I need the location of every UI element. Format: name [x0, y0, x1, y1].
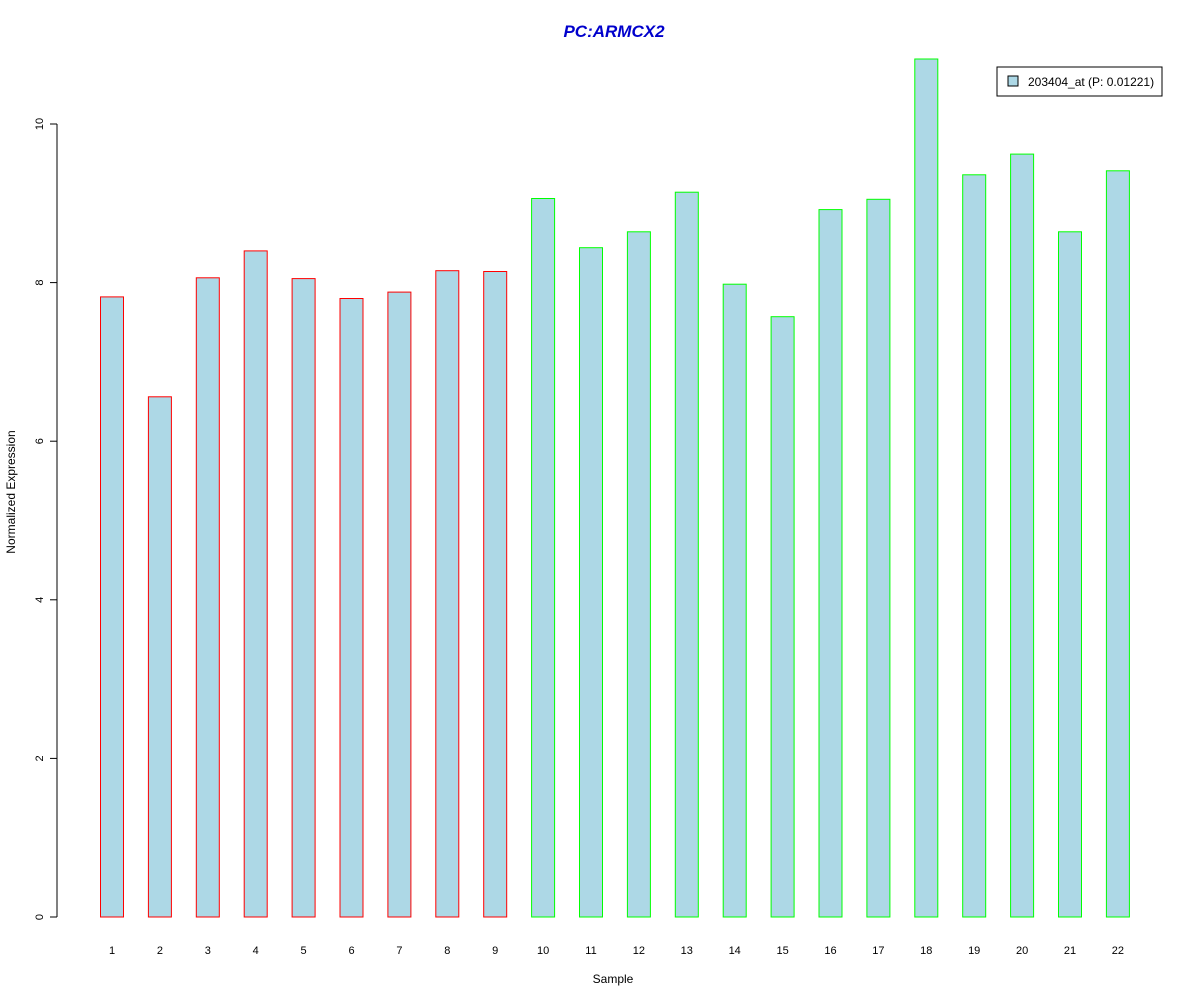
bar-sample-16: [818, 209, 843, 918]
bar-sample-3: [195, 277, 220, 918]
x-tick-label: 22: [1112, 945, 1124, 957]
y-axis-label: Normalized Expression: [4, 430, 18, 553]
bar-sample-21: [1058, 231, 1082, 918]
bar-sample-22: [1105, 170, 1130, 918]
x-tick-label: 8: [444, 945, 450, 957]
y-axis: 0 2 4 6 8 10: [34, 118, 58, 920]
bar-sample-15: [770, 316, 795, 918]
bar-sample-11: [579, 247, 603, 918]
x-tick-label: 20: [1016, 945, 1028, 957]
legend-label: 203404_at (P: 0.01221): [1028, 75, 1154, 89]
y-tick-label: 4: [34, 597, 46, 603]
bars-group: [100, 58, 1130, 918]
y-tick-label: 6: [34, 438, 46, 444]
bar-sample-20: [1010, 153, 1035, 918]
x-tick-label: 7: [396, 945, 402, 957]
x-tick-label: 9: [492, 945, 498, 957]
bar-sample-14: [722, 283, 747, 918]
bar-sample-5: [291, 278, 316, 918]
x-tick-label: 6: [348, 945, 354, 957]
legend-box: [996, 66, 1163, 97]
x-tick-label: 3: [205, 945, 211, 957]
bar-sample-2: [147, 396, 172, 918]
legend: 203404_at (P: 0.01221): [996, 66, 1163, 97]
y-tick-label: 8: [34, 280, 46, 286]
bar-sample-6: [339, 298, 364, 918]
x-tick-label: 18: [920, 945, 932, 957]
x-tick-label: 19: [968, 945, 980, 957]
y-tick-label: 10: [34, 118, 46, 130]
x-tick-label: 1: [109, 945, 115, 957]
y-tick-label: 2: [34, 755, 46, 761]
bar-sample-7: [387, 291, 412, 918]
x-tick-label: 11: [585, 945, 596, 957]
bar-sample-18: [914, 58, 939, 918]
x-tick-label: 16: [824, 945, 836, 957]
bar-sample-4: [243, 250, 268, 918]
bar-sample-17: [866, 198, 891, 918]
x-tick-label: 5: [301, 945, 307, 957]
bar-sample-9: [483, 271, 508, 918]
chart-title: PC:ARMCX2: [563, 22, 665, 41]
bar-sample-12: [626, 231, 651, 918]
bar-sample-19: [962, 174, 987, 918]
x-tick-labels: 1 2 3 4 5 6 7 8 9 10 11 12 13 14 15 16 17 18 19 20 21 22: [109, 945, 1124, 957]
bar-sample-10: [531, 198, 556, 918]
x-tick-label: 2: [157, 945, 163, 957]
x-tick-label: 12: [633, 945, 645, 957]
x-tick-label: 15: [776, 945, 788, 957]
bar-sample-8: [435, 270, 460, 918]
legend-swatch: [1007, 75, 1019, 87]
y-tick-label: 0: [34, 914, 46, 920]
x-tick-label: 10: [537, 945, 549, 957]
x-tick-label: 13: [681, 945, 693, 957]
bar-sample-1: [100, 296, 124, 918]
x-tick-label: 14: [729, 945, 741, 957]
x-tick-label: 17: [872, 945, 884, 957]
x-axis-label: Sample: [593, 972, 634, 986]
x-tick-label: 21: [1064, 945, 1076, 957]
x-tick-label: 4: [253, 945, 259, 957]
bar-sample-13: [674, 191, 699, 918]
